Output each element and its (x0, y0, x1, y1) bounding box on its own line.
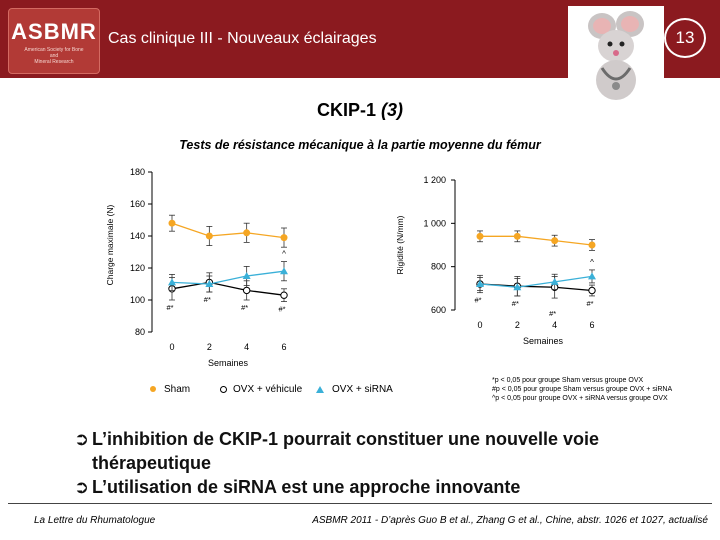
legend-marker-vehicle (220, 385, 227, 393)
data-point-sham (588, 241, 596, 249)
x-tick-label: 6 (589, 320, 594, 330)
footer-divider (8, 503, 712, 504)
bullet-item: ➲ L’utilisation de siRNA est une approch… (74, 475, 599, 499)
series-line-0 (171, 222, 285, 239)
data-point-sirna (476, 280, 484, 287)
series-line-2 (479, 275, 593, 288)
logo-sub-line: American Society for Bone (24, 47, 84, 53)
legend-item-sirna: OVX + siRNA (316, 384, 393, 395)
page-title: CKIP-1 (3) (0, 100, 720, 121)
x-tick-label: 2 (207, 342, 212, 352)
x-tick-label: 2 (515, 320, 520, 330)
footnotes: *p < 0,05 pour groupe Sham versus groupe… (492, 376, 672, 403)
y-axis-label: Charge maximale (N) (105, 204, 115, 285)
legend-label-vehicle: OVX + véhicule (233, 384, 303, 395)
y-tick-label: 140 (130, 231, 145, 241)
logo-sub-line: and (49, 53, 59, 59)
data-point-sham (280, 234, 288, 242)
data-point-sham (513, 232, 521, 240)
mouse-doctor-mascot (568, 6, 664, 102)
y-tick-label: 800 (431, 262, 446, 272)
significance-annotation: #* (474, 296, 481, 305)
footer-citation: ASBMR 2011 - D’après Guo B et al., Zhang… (312, 515, 708, 526)
logo-subtext: American Society for Bone and Mineral Re… (9, 47, 99, 65)
logo-text: ASBMR (11, 19, 97, 44)
significance-annotation: #* (241, 303, 248, 312)
significance-annotation: #* (278, 305, 285, 314)
y-tick-label: 160 (130, 199, 145, 209)
y-tick-label: 180 (130, 167, 145, 177)
x-tick-label: 0 (477, 320, 482, 330)
x-tick-label: 6 (281, 342, 286, 352)
data-point-sirna (168, 278, 176, 286)
footnote: #p < 0,05 pour groupe Sham versus groupe… (492, 386, 673, 393)
data-point-sham (551, 237, 559, 245)
header-title: Cas clinique III - Nouveaux éclairages (108, 30, 377, 47)
data-point-sham (205, 232, 213, 240)
arrow-icon: ➲ (74, 477, 90, 497)
x-tick-label: 4 (552, 320, 557, 330)
data-point-sirna (513, 283, 522, 291)
data-point-vehicle (280, 291, 288, 299)
bullet-item: ➲ L’inhibition de CKIP-1 pourrait consti… (74, 427, 599, 475)
series-line-2 (171, 270, 285, 285)
significance-annotation: #* (549, 309, 556, 318)
data-point-vehicle (242, 286, 251, 295)
footnote: ^p < 0,05 pour groupe OVX + siRNA versus… (492, 395, 668, 402)
series-line-1 (171, 281, 285, 296)
conclusion-bullets: ➲ L’inhibition de CKIP-1 pourrait consti… (74, 427, 599, 499)
y-tick-label: 100 (130, 295, 145, 305)
legend-marker-sham (150, 386, 156, 393)
x-axis-label: Semaines (208, 358, 249, 368)
charts-area: 80 100 120 140 160 180 Charge maximale (N) 0 2 4 6… (105, 167, 596, 368)
bullet-text-continued: thérapeutique (92, 453, 212, 473)
y-tick-label: 120 (130, 263, 145, 273)
slide-number-badge: 13 (664, 18, 706, 58)
legend-item-vehicle: OVX + véhicule (220, 384, 302, 395)
y-tick-label: 1 200 (423, 175, 446, 185)
footnote: *p < 0,05 pour groupe Sham versus groupe… (492, 377, 644, 384)
asbmr-logo: ASBMR American Society for Bone and Mine… (8, 8, 100, 74)
data-point-vehicle (588, 286, 596, 295)
y-tick-label: 600 (431, 305, 446, 315)
data-point-sirna (242, 272, 251, 279)
bullet-text: L’utilisation de siRNA est une approche … (92, 477, 521, 497)
significance-annotation: #* (586, 299, 593, 308)
significance-annotation: ^ (590, 258, 594, 267)
significance-annotation: #* (512, 299, 519, 308)
chart-subtitle: Tests de résistance mécanique à la parti… (179, 138, 541, 152)
page-title-main: CKIP-1 (316, 100, 381, 120)
y-tick-label: 1 000 (423, 218, 446, 228)
data-point-sirna (550, 277, 559, 285)
x-tick-label: 0 (169, 342, 174, 352)
significance-annotation: #* (166, 303, 173, 312)
logo-sub-line: Mineral Research (34, 59, 74, 65)
significance-annotation: #* (204, 295, 211, 304)
legend-label-sirna: OVX + siRNA (332, 384, 393, 395)
data-point-sham (168, 219, 176, 227)
y-axis-label: Rigidité (N/mm) (395, 215, 405, 274)
data-point-sirna (280, 267, 288, 275)
data-point-sirna (588, 272, 596, 280)
arrow-icon: ➲ (74, 429, 90, 449)
data-point-sham (243, 229, 251, 237)
data-point-sirna (205, 280, 214, 287)
y-tick-label: 80 (135, 327, 145, 337)
significance-annotation: ^ (282, 250, 286, 259)
bullet-text: L’inhibition de CKIP-1 pourrait constitu… (92, 429, 600, 449)
page-title-ref: (3) (381, 100, 403, 120)
x-tick-label: 4 (244, 342, 249, 352)
legend-item-sham: Sham (150, 384, 190, 395)
data-point-sham (476, 232, 484, 240)
footer-journal: La Lettre du Rhumatologue (34, 515, 156, 526)
legend-label-sham: Sham (164, 384, 191, 395)
x-axis-label: Semaines (523, 336, 564, 346)
legend-marker-sirna (316, 385, 324, 393)
series-line-0 (480, 235, 593, 246)
